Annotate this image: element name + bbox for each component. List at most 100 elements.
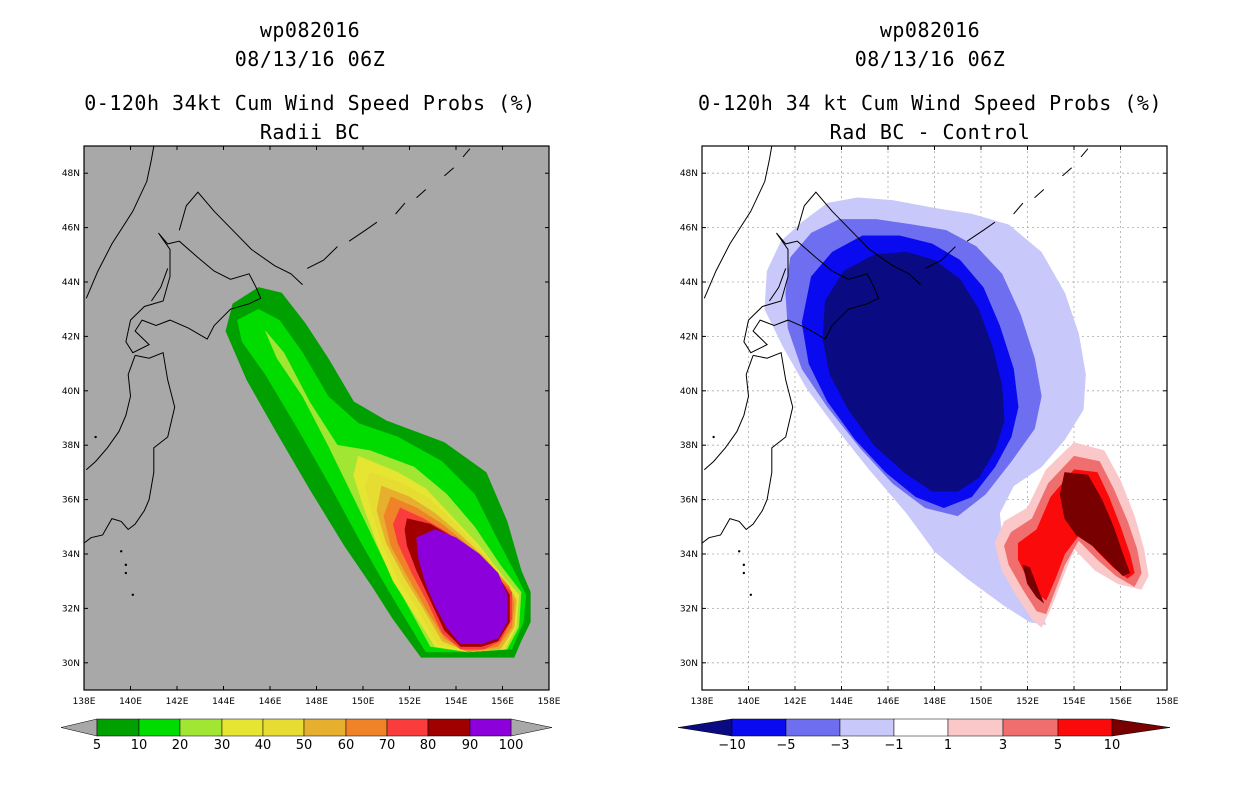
left-islet <box>124 571 128 575</box>
right-map-content <box>702 146 1167 690</box>
left-colorbar-label: 20 <box>172 738 189 753</box>
left-xtick-label: 150E <box>352 697 375 707</box>
left-colorbar-box <box>469 718 512 737</box>
right-colorbar-label: −1 <box>884 738 903 753</box>
left-colorbar-label: 90 <box>462 738 479 753</box>
right-contour--10 <box>822 251 1005 492</box>
left-xtick-label: 142E <box>166 697 189 707</box>
right-contour-10 <box>1059 472 1131 577</box>
left-colorbar-box <box>345 718 388 737</box>
left-coastline <box>306 246 338 269</box>
left-ytick-label: 38N <box>62 441 80 451</box>
left-datetime: 08/13/16 06Z <box>234 47 386 71</box>
right-ytick-label: 46N <box>680 224 698 234</box>
left-xtick-label: 144E <box>212 697 235 707</box>
left-ytick-label: 32N <box>62 604 80 614</box>
left-colorbar-box <box>303 718 347 737</box>
left-ytick-label: 40N <box>62 387 80 397</box>
right-coastline <box>1080 148 1089 158</box>
left-colorbar-label: 30 <box>214 738 231 753</box>
right-islet <box>742 563 746 567</box>
right-coastline <box>743 232 880 354</box>
right-colorbar-label: −5 <box>776 738 795 753</box>
right-ytick-label: 48N <box>680 169 698 179</box>
right-islet <box>749 593 753 596</box>
left-xtick-label: 146E <box>259 697 282 707</box>
left-xtick-label: 138E <box>73 697 96 707</box>
left-colorbar-label: 5 <box>93 738 101 753</box>
right-coastline <box>1034 189 1045 199</box>
left-ytick-label: 34N <box>62 550 80 560</box>
right-ytick-label: 30N <box>680 659 698 669</box>
right-coastline <box>966 221 996 242</box>
left-coastline <box>395 202 406 215</box>
left-ytick-label: 46N <box>62 224 80 234</box>
left-colorbar-label: 70 <box>379 738 396 753</box>
right-subtitle: Rad BC - Control <box>829 120 1031 144</box>
left-contour-90 <box>416 529 508 645</box>
right-colorbar-label: 10 <box>1104 738 1121 753</box>
left-colorbar-label: 40 <box>255 738 272 753</box>
left-islet <box>124 563 128 567</box>
left-colorbar-box <box>179 718 223 737</box>
left-coastline <box>462 148 471 158</box>
left-storm-id: wp082016 <box>259 18 361 42</box>
left-colorbar-label: 50 <box>296 738 313 753</box>
left-ytick-label: 36N <box>62 496 80 506</box>
right-xtick-label: 154E <box>1063 697 1086 707</box>
left-xtick-label: 148E <box>305 697 328 707</box>
left-colorbar: 5 10 20 30 40 50 60 70 80 90 100 <box>60 718 553 753</box>
left-xtick-label: 140E <box>119 697 142 707</box>
left-xtick-label: 152E <box>398 697 421 707</box>
right-xtick-label: 142E <box>784 697 807 707</box>
right-ytick-label: 36N <box>680 496 698 506</box>
left-chart-title-block: wp082016 08/13/16 06Z 0-120h 34kt Cum Wi… <box>30 16 590 147</box>
left-xtick-label: 158E <box>538 697 561 707</box>
left-coastline <box>444 167 455 177</box>
right-coastline <box>703 146 773 299</box>
right-xtick-label: 138E <box>691 697 714 707</box>
right-colorbar-label: 3 <box>999 738 1007 753</box>
left-colorbar-label: 100 <box>499 738 524 753</box>
right-chart-title-block: wp082016 08/13/16 06Z 0-120h 34 kt Cum W… <box>650 16 1210 147</box>
right-ytick-label: 40N <box>680 387 698 397</box>
right-colorbar: −10 −5 −3 −1 1 3 5 10 <box>677 718 1171 753</box>
right-xtick-label: 156E <box>1109 697 1132 707</box>
left-islet <box>94 435 97 439</box>
left-ytick-label: 48N <box>62 169 80 179</box>
right-colorbar-box <box>893 718 949 737</box>
left-colorbar-box <box>386 718 429 737</box>
left-coastline <box>84 352 176 544</box>
right-title: 0-120h 34 kt Cum Wind Speed Probs (%) <box>697 91 1163 115</box>
left-colorbar-label: 10 <box>131 738 148 753</box>
right-coastline <box>768 268 787 302</box>
left-colorbar-box <box>427 718 471 737</box>
left-islet <box>120 550 123 553</box>
right-ytick-label: 44N <box>680 278 698 288</box>
left-subtitle: Radii BC <box>259 120 361 144</box>
left-xtick-label: 156E <box>491 697 514 707</box>
right-colorbar-under <box>677 718 733 737</box>
left-map-content <box>84 146 531 658</box>
right-xtick-label: 140E <box>737 697 760 707</box>
left-colorbar-box <box>262 718 305 737</box>
right-xtick-label: 144E <box>830 697 853 707</box>
left-coastline <box>150 268 169 302</box>
right-coastline <box>702 352 794 544</box>
left-colorbar-under <box>60 718 98 737</box>
right-datetime: 08/13/16 06Z <box>854 47 1006 71</box>
right-contour-10 <box>1022 564 1045 604</box>
left-colorbar-box <box>138 718 181 737</box>
right-coastline <box>796 191 921 286</box>
right-coastline <box>1062 167 1073 177</box>
right-islet <box>712 435 715 439</box>
left-ytick-label: 30N <box>62 659 80 669</box>
left-coastline <box>85 146 155 299</box>
left-coastline <box>85 355 136 471</box>
right-colorbar-label: −3 <box>830 738 849 753</box>
right-xtick-label: 152E <box>1016 697 1039 707</box>
right-ytick-label: 32N <box>680 604 698 614</box>
left-colorbar-box <box>221 718 264 737</box>
right-map-panel: 138E 140E 142E 144E 146E 148E 150E 152E 154E 156E… <box>680 145 1179 707</box>
